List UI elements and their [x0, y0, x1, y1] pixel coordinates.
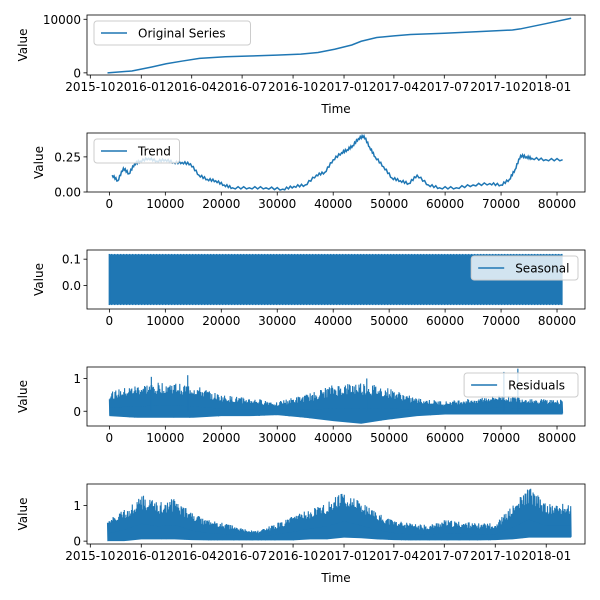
subplot-4: 0 10000 20000 30000 40000 50000 60000 70000 8000… [16, 366, 586, 445]
subplot-5: 2015-10 2016-01 2016-04 2016-07 2016-10 2017-… [16, 483, 586, 585]
x-tick-label: 0 [106, 314, 114, 328]
x-axis-label: Time [320, 571, 350, 585]
subplot-1: 2015-10 2016-01 2016-04 2016-07 2016-10 2017-… [16, 13, 586, 116]
x-tick-label: 2016-04 [167, 80, 217, 94]
x-tick-label: 40000 [314, 314, 352, 328]
y-tick-label: 0 [73, 405, 81, 419]
x-tick-label: 2016-07 [217, 549, 267, 563]
legend-label: Original Series [138, 27, 226, 41]
x-tick-label: 60000 [426, 197, 464, 211]
y-tick-label: 0.0 [62, 279, 81, 293]
x-tick-label: 2016-07 [217, 80, 267, 94]
x-tick-label: 2017-01 [319, 549, 369, 563]
legend-label: Seasonal [515, 262, 569, 276]
y-axis-label: Value [16, 29, 30, 62]
x-tick-label: 2017-07 [419, 549, 469, 563]
x-tick-label: 50000 [370, 431, 408, 445]
x-tick-label: 70000 [482, 314, 520, 328]
subplot-2: 0 10000 20000 30000 40000 50000 60000 70000 8000… [32, 132, 586, 211]
x-tick-label: 50000 [370, 314, 408, 328]
x-tick-label: 40000 [314, 197, 352, 211]
x-tick-label: 30000 [258, 314, 296, 328]
x-tick-label: 80000 [538, 314, 576, 328]
legend-box [470, 255, 579, 281]
axes-frame [86, 132, 586, 193]
legend-box [93, 20, 251, 46]
x-tick-label: 40000 [314, 431, 352, 445]
series-line [107, 17, 572, 74]
y-axis-label: Value [16, 498, 30, 531]
legend: Seasonal [470, 255, 579, 281]
x-tick-label: 50000 [370, 197, 408, 211]
x-tick-label: 2016-01 [116, 549, 166, 563]
axes-frame [86, 483, 586, 545]
x-tick-label: 2016-10 [268, 549, 318, 563]
x-tick-label: 2017-10 [470, 549, 520, 563]
x-tick-label: 2017-10 [470, 80, 520, 94]
x-tick-label: 30000 [258, 197, 296, 211]
legend: Trend [93, 138, 180, 164]
x-tick-label: 10000 [146, 314, 184, 328]
noise-core-band [107, 519, 572, 542]
series-original-series [107, 17, 572, 74]
x-tick-label: 2015-10 [65, 549, 115, 563]
x-tick-label: 30000 [258, 431, 296, 445]
y-axis-label: Value [32, 263, 46, 296]
x-tick-label: 80000 [538, 431, 576, 445]
x-tick-label: 2016-01 [116, 80, 166, 94]
y-tick-label: 0 [73, 66, 81, 80]
x-tick-label: 70000 [482, 197, 520, 211]
x-tick-label: 10000 [146, 431, 184, 445]
x-tick-label: 2017-04 [369, 549, 419, 563]
y-tick-label: 1 [73, 499, 81, 513]
y-tick-label: 0.00 [54, 186, 81, 200]
legend-box [93, 138, 180, 164]
x-axis-label: Time [320, 102, 350, 116]
x-tick-label: 20000 [202, 431, 240, 445]
x-tick-label: 60000 [426, 314, 464, 328]
x-tick-label: 2018-01 [521, 80, 571, 94]
series-values [106, 488, 572, 542]
y-tick-label: 0.1 [62, 253, 81, 267]
x-tick-label: 2017-07 [419, 80, 469, 94]
y-tick-label: 10000 [43, 13, 81, 27]
x-tick-label: 10000 [146, 197, 184, 211]
x-tick-label: 70000 [482, 431, 520, 445]
x-tick-label: 80000 [538, 197, 576, 211]
x-tick-label: 2017-01 [319, 80, 369, 94]
x-tick-label: 60000 [426, 431, 464, 445]
axes-frame [86, 366, 586, 427]
x-tick-label: 0 [106, 431, 114, 445]
noise-core-band [109, 405, 563, 424]
legend: Original Series [93, 20, 251, 46]
x-tick-label: 0 [106, 197, 114, 211]
legend-box [463, 372, 579, 398]
y-axis-label: Value [32, 146, 46, 179]
subplot-3: 0 10000 20000 30000 40000 50000 60000 70000 8000… [32, 249, 586, 328]
x-tick-label: 20000 [202, 197, 240, 211]
x-tick-label: 2016-04 [167, 549, 217, 563]
y-axis-label: Value [16, 380, 30, 413]
x-tick-label: 2018-01 [521, 549, 571, 563]
axes-frame [86, 14, 586, 76]
y-tick-label: 0.25 [54, 150, 81, 164]
x-tick-label: 2015-10 [65, 80, 115, 94]
x-tick-label: 2017-04 [369, 80, 419, 94]
legend: Residuals [463, 372, 579, 398]
y-tick-label: 0 [73, 535, 81, 549]
legend-label: Residuals [508, 379, 565, 393]
legend-label: Trend [137, 145, 171, 159]
x-tick-label: 20000 [202, 314, 240, 328]
axes-frame [86, 249, 586, 310]
x-tick-label: 2016-10 [268, 80, 318, 94]
y-tick-label: 1 [73, 372, 81, 386]
